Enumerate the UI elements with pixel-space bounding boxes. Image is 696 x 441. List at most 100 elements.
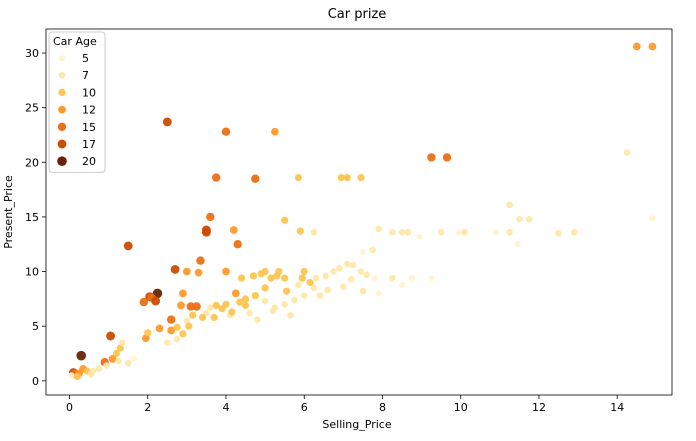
- data-point: [186, 302, 195, 311]
- legend-marker: [57, 139, 67, 149]
- data-point: [185, 322, 193, 330]
- data-point: [251, 174, 260, 183]
- data-point: [514, 241, 521, 248]
- data-point: [324, 286, 331, 294]
- data-point: [375, 290, 382, 297]
- data-point: [182, 267, 191, 276]
- data-point: [516, 215, 523, 223]
- data-point: [344, 260, 351, 268]
- data-point: [428, 275, 435, 282]
- data-point: [196, 256, 205, 265]
- data-point: [231, 289, 240, 298]
- data-point: [112, 349, 120, 358]
- data-point: [287, 311, 294, 319]
- data-point: [291, 296, 298, 304]
- data-point: [343, 174, 351, 182]
- data-point: [275, 267, 283, 276]
- data-point: [170, 264, 180, 274]
- data-point: [73, 372, 81, 380]
- x-tick-label: 14: [610, 401, 624, 414]
- data-point: [68, 372, 75, 379]
- data-point: [371, 275, 378, 282]
- axes: 0 2 4 6 8 10 12 14 0 5 10 15 20 25 30: [25, 47, 624, 414]
- legend-label: 10: [82, 86, 96, 99]
- legend-marker: [57, 156, 67, 166]
- y-tick-label: 5: [32, 320, 39, 333]
- data-point: [183, 317, 191, 324]
- data-point: [236, 298, 244, 306]
- data-point: [300, 292, 308, 299]
- legend: Car Age 5 7 10 12 15 17 20: [48, 31, 106, 173]
- data-point: [322, 272, 329, 280]
- data-point: [623, 149, 631, 156]
- data-point: [261, 284, 269, 292]
- data-point: [316, 292, 324, 299]
- data-point: [115, 357, 122, 365]
- y-tick-label: 0: [32, 375, 39, 388]
- data-point: [442, 153, 452, 162]
- data-point: [222, 267, 230, 276]
- data-point: [212, 173, 221, 182]
- data-point: [233, 240, 242, 249]
- data-point: [198, 313, 207, 321]
- data-point: [241, 295, 250, 303]
- x-axis-label: Selling_Price: [322, 418, 391, 431]
- data-point: [221, 127, 231, 136]
- data-point: [173, 336, 181, 343]
- data-point: [251, 292, 259, 300]
- data-point: [271, 127, 279, 136]
- data-point: [162, 117, 172, 127]
- data-point: [359, 287, 367, 295]
- data-point: [336, 265, 343, 272]
- data-point: [363, 271, 371, 279]
- y-tick-label: 25: [25, 102, 39, 115]
- legend-label: 12: [82, 104, 96, 117]
- data-point: [192, 302, 201, 311]
- data-point: [437, 228, 445, 236]
- data-point: [340, 283, 347, 291]
- data-point: [179, 330, 187, 338]
- data-point: [167, 326, 176, 335]
- data-point: [238, 274, 246, 282]
- data-point: [218, 305, 226, 313]
- data-point: [173, 323, 181, 331]
- data-point: [281, 274, 289, 282]
- plot-frame: [45, 28, 673, 396]
- legend-title: Car Age: [53, 35, 97, 48]
- data-point: [369, 246, 376, 253]
- legend-marker: [59, 55, 65, 61]
- y-tick-label: 20: [25, 156, 39, 169]
- data-point: [310, 228, 318, 236]
- x-tick-label: 6: [301, 401, 308, 414]
- data-point: [389, 274, 396, 282]
- data-point: [408, 275, 415, 282]
- data-point: [649, 215, 656, 221]
- data-point: [76, 350, 86, 361]
- data-point: [201, 225, 211, 235]
- plot-area: [45, 28, 673, 396]
- data-point: [116, 344, 124, 352]
- x-tick-label: 4: [222, 401, 229, 414]
- data-point: [155, 324, 164, 333]
- y-tick-label: 15: [25, 211, 39, 224]
- legend-marker: [58, 88, 66, 96]
- legend-marker: [58, 71, 66, 79]
- data-point: [298, 274, 306, 282]
- y-tick-label: 30: [25, 47, 39, 60]
- x-tick-label: 8: [379, 401, 386, 414]
- data-point: [349, 261, 357, 269]
- data-point: [283, 287, 291, 295]
- data-point: [357, 268, 365, 275]
- data-point: [87, 370, 95, 378]
- data-point: [337, 174, 345, 182]
- data-point: [119, 339, 126, 346]
- data-point: [300, 267, 308, 276]
- data-point: [359, 248, 366, 255]
- data-point: [398, 228, 406, 236]
- data-point: [399, 281, 405, 288]
- y-tick-label: 10: [25, 266, 39, 279]
- data-point: [389, 228, 396, 236]
- data-point: [461, 228, 468, 236]
- data-point: [164, 339, 171, 346]
- data-point: [455, 229, 462, 236]
